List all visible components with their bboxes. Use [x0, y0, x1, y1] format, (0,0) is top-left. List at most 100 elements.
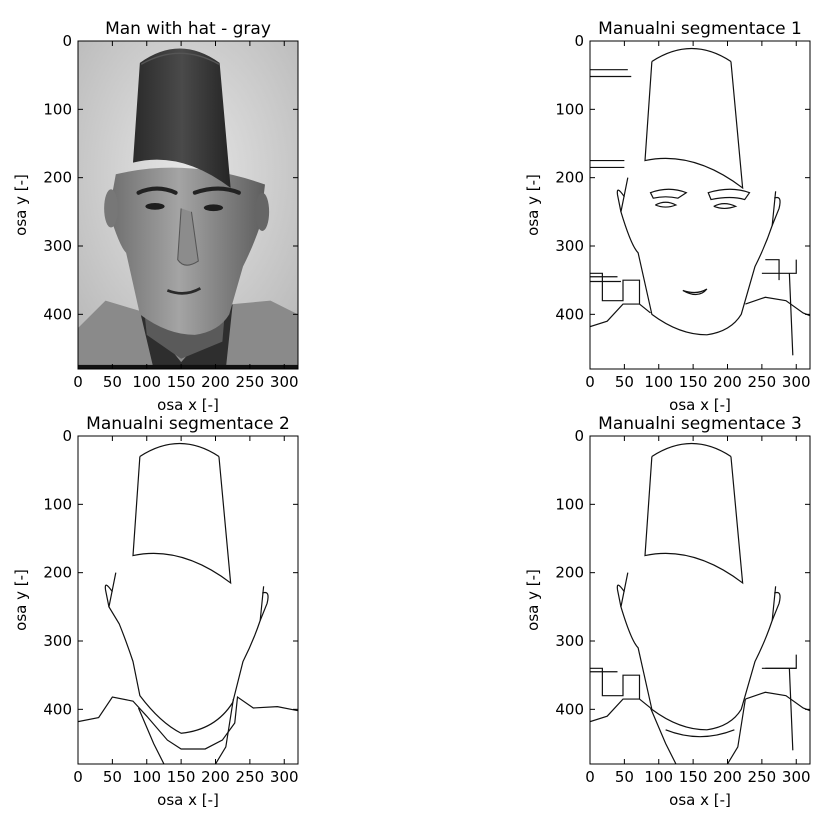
collar-outline — [651, 699, 746, 764]
x-tick-label: 50 — [615, 373, 634, 391]
right-ear-outline — [260, 592, 268, 620]
x-tick-label: 100 — [132, 373, 161, 391]
panel-title: Manualni segmentace 2 — [86, 414, 290, 434]
x-tick-label: 0 — [585, 768, 595, 786]
y-tick-label: 0 — [62, 32, 72, 50]
panel-1: 0 50 100 150 200 250 300 0 100 200 300 400 Man with … — [12, 19, 299, 414]
photo-left-ear — [104, 189, 118, 228]
x-tick-label: 200 — [201, 373, 230, 391]
x-tick-label: 100 — [644, 373, 673, 391]
x-axis-label: osa x [-] — [157, 791, 219, 809]
y-tick-label: 300 — [555, 632, 584, 650]
y-tick-label: 400 — [555, 305, 584, 323]
right-ear-outline — [772, 197, 780, 225]
x-axis-label: osa x [-] — [669, 396, 731, 414]
left-ear-outline — [617, 190, 624, 212]
x-tick-label: 200 — [713, 768, 742, 786]
y-axis-label: osa y [-] — [524, 174, 542, 236]
y-tick-label: 300 — [43, 632, 72, 650]
x-tick-label: 300 — [782, 768, 811, 786]
x-tick-label: 300 — [270, 373, 299, 391]
mouth-outline — [683, 289, 707, 294]
photo-bottom-strip — [78, 364, 298, 369]
hat-top-outline — [140, 444, 219, 457]
panel-2: 0 50 100 150 200 250 300 0 100 200 300 400 Manualni … — [524, 19, 811, 414]
x-tick-label: 150 — [167, 768, 196, 786]
x-tick-label: 150 — [679, 768, 708, 786]
y-tick-label: 200 — [555, 169, 584, 187]
x-tick-label: 250 — [748, 768, 777, 786]
y-tick-label: 0 — [574, 32, 584, 50]
hat-outline — [645, 457, 743, 583]
photo-shirt — [139, 304, 233, 369]
x-tick-label: 0 — [585, 373, 595, 391]
y-tick-label: 200 — [43, 169, 72, 187]
face-outline — [109, 573, 264, 734]
y-tick-label: 400 — [555, 700, 584, 718]
hat-outline — [645, 62, 743, 188]
axes-frame — [77, 435, 299, 765]
photo-hat — [133, 48, 231, 188]
photo-hat-rim — [140, 52, 220, 65]
background-outline — [590, 70, 793, 356]
photo-eyebrows — [136, 186, 241, 195]
photo-jacket — [78, 300, 298, 369]
y-tick-label: 100 — [43, 495, 72, 513]
panel-image — [590, 41, 810, 369]
x-tick-label: 100 — [132, 768, 161, 786]
panel-image — [78, 436, 298, 764]
x-tick-label: 200 — [201, 768, 230, 786]
panel-image — [590, 436, 810, 764]
x-axis-label: osa x [-] — [669, 791, 731, 809]
panel-title: Manualni segmentace 1 — [598, 19, 802, 39]
y-tick-label: 200 — [555, 564, 584, 582]
left-ear-outline — [617, 585, 624, 607]
panel-4: 0 50 100 150 200 250 300 0 100 200 300 400 Manualni … — [524, 414, 811, 809]
photo-right-eye — [203, 204, 224, 212]
panel-image — [78, 41, 298, 369]
y-tick-label: 0 — [574, 427, 584, 445]
y-tick-label: 0 — [62, 427, 72, 445]
photo-mouth — [166, 287, 202, 295]
axes-frame — [589, 435, 811, 765]
face-outline — [621, 178, 776, 335]
x-tick-label: 150 — [167, 373, 196, 391]
y-axis-label: osa y [-] — [12, 174, 30, 236]
photo-left-eye — [145, 202, 165, 210]
x-tick-label: 250 — [236, 768, 265, 786]
collar-outline — [139, 699, 234, 764]
y-tick-label: 100 — [43, 100, 72, 118]
left-ear-outline — [105, 585, 112, 607]
x-tick-label: 300 — [270, 768, 299, 786]
eyes-outline — [651, 189, 750, 208]
axes-frame — [589, 40, 811, 370]
y-tick-label: 300 — [555, 237, 584, 255]
x-tick-label: 250 — [236, 373, 265, 391]
panel-3: 0 50 100 150 200 250 300 0 100 200 300 400 Manualni … — [12, 414, 299, 809]
x-axis-label: osa x [-] — [157, 396, 219, 414]
y-axis-label: osa y [-] — [12, 569, 30, 631]
y-tick-label: 200 — [43, 564, 72, 582]
hat-outline — [133, 457, 231, 583]
x-tick-label: 150 — [679, 373, 708, 391]
shoulder-outline — [78, 697, 298, 749]
y-tick-label: 400 — [43, 700, 72, 718]
x-tick-label: 50 — [103, 768, 122, 786]
face-outline — [621, 573, 776, 730]
photo-right-ear — [255, 192, 270, 231]
x-tick-label: 200 — [713, 373, 742, 391]
y-tick-label: 400 — [43, 305, 72, 323]
panel-title: Man with hat - gray — [105, 19, 271, 39]
photo-nose — [177, 208, 199, 266]
neck-outline — [666, 730, 735, 737]
y-tick-label: 300 — [43, 237, 72, 255]
y-axis-label: osa y [-] — [524, 569, 542, 631]
x-tick-label: 300 — [782, 373, 811, 391]
x-tick-label: 250 — [748, 373, 777, 391]
x-tick-label: 0 — [73, 373, 83, 391]
y-tick-label: 100 — [555, 100, 584, 118]
x-tick-label: 100 — [644, 768, 673, 786]
hat-top-outline — [652, 49, 731, 62]
panel-title: Manualni segmentace 3 — [598, 414, 802, 434]
